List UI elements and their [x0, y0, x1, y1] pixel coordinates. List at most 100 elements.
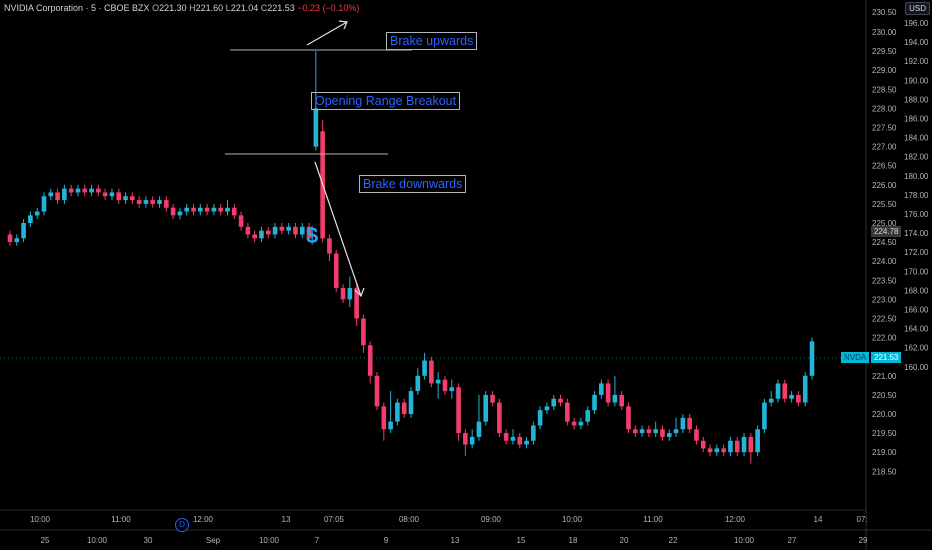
candle [415, 368, 421, 395]
right-scale-label: 180.00 [904, 172, 929, 181]
candle-body [605, 383, 611, 403]
candle-body [728, 440, 733, 453]
candle [497, 398, 502, 437]
candle [109, 188, 115, 201]
candle-body [191, 207, 196, 212]
candle-body [789, 394, 794, 399]
time-label: 12:00 [725, 515, 746, 524]
candle-body [796, 394, 801, 403]
candle-body [673, 429, 679, 434]
close-value: 221.53 [267, 3, 295, 13]
date-label: 30 [144, 536, 153, 545]
candle-body [116, 192, 122, 201]
left-scale-label: 228.00 [872, 104, 897, 113]
candle-body [68, 188, 74, 193]
candle [14, 234, 20, 246]
candle-body [245, 226, 251, 235]
brake-upwards-label[interactable]: Brake upwards [386, 32, 478, 50]
candle-body [231, 207, 237, 216]
candle [429, 356, 434, 388]
candle [136, 196, 142, 208]
candle [408, 387, 414, 418]
left-scale-label: 229.00 [872, 66, 897, 75]
symbol-title[interactable]: NVIDIA Corporation · 5 · CBOE BZX [4, 3, 150, 13]
candle-body [768, 398, 774, 403]
candle-body [395, 402, 400, 422]
left-scale-label: 224.00 [872, 257, 897, 266]
candle-body [109, 192, 115, 197]
left-scale-label: 222.00 [872, 334, 897, 343]
candle [55, 188, 60, 204]
candle-body [252, 234, 257, 239]
candle [469, 429, 475, 449]
candle-body [707, 448, 713, 453]
time-label: 10:00 [562, 515, 583, 524]
candle [306, 223, 312, 243]
candle [585, 406, 591, 426]
candle [211, 203, 217, 216]
candle-body [82, 188, 88, 193]
candle [741, 433, 747, 457]
date-label: 10:00 [259, 536, 280, 545]
candle-body [429, 360, 434, 384]
candle-body [497, 402, 502, 434]
dollar-icon[interactable]: $ [306, 223, 319, 248]
candle [653, 421, 658, 437]
candle [666, 429, 672, 441]
brake-downwards-label[interactable]: Brake downwards [359, 175, 467, 193]
candle-body [272, 226, 278, 235]
left-scale-label: 228.50 [872, 85, 897, 94]
arrow-up-icon[interactable] [306, 20, 348, 46]
candle [89, 184, 94, 197]
candle [721, 444, 726, 457]
date-scale[interactable]: 25 10:00 30 Sep 10:00 7 9 13 15 18 20 22 10:00 27 29 [41, 536, 868, 545]
candle [646, 425, 652, 437]
date-label: 13 [451, 536, 460, 545]
candle-body [544, 406, 550, 411]
candle [116, 188, 122, 204]
candle-body [34, 211, 40, 216]
candle-body [700, 440, 706, 449]
time-scale[interactable]: 10:00 11:00 12:00 13 07:05 08:00 09:00 10:00 11:… [30, 515, 868, 524]
candle [381, 402, 387, 441]
candle [184, 203, 190, 216]
candle [565, 398, 570, 426]
candle-body [150, 200, 156, 204]
date-label: 27 [788, 536, 797, 545]
candle-body [218, 207, 224, 212]
candle [191, 203, 196, 216]
orb-label[interactable]: Opening Range Breakout [311, 92, 461, 110]
candle-body [381, 406, 387, 430]
symbol-legend[interactable]: NVIDIA Corporation · 5 · CBOE BZX O221.3… [4, 3, 359, 13]
candle-body [694, 429, 699, 441]
right-scale-label: 168.00 [904, 286, 929, 295]
right-scale-label: 172.00 [904, 248, 929, 257]
candle-body [388, 421, 393, 430]
candle-body [653, 429, 658, 434]
left-scale-label: 226.00 [872, 181, 897, 190]
candle [510, 429, 516, 445]
date-label: Sep [206, 536, 221, 545]
symbol-price-tag: NVDA [841, 352, 870, 363]
arrow-down-icon[interactable] [314, 161, 365, 298]
candle-body [802, 375, 808, 403]
candle [197, 203, 203, 216]
candle-body [680, 417, 686, 430]
candle-body [170, 207, 176, 216]
dividend-event-icon[interactable]: D [175, 518, 189, 532]
candle [517, 433, 523, 449]
candle [177, 207, 183, 220]
candle-body [374, 375, 380, 407]
currency-button[interactable]: USD [905, 2, 930, 15]
right-price-scale[interactable]: 196.00 194.00 192.00 190.00 188.00 186.00 184.… [904, 19, 929, 372]
candle-body [415, 375, 421, 392]
candle-body [551, 398, 557, 407]
candle [449, 379, 455, 399]
candle-body [510, 436, 516, 441]
high-label: H [189, 3, 196, 13]
candle-body [537, 410, 543, 426]
candle-body [748, 436, 754, 453]
left-scale-label: 220.50 [872, 391, 897, 400]
